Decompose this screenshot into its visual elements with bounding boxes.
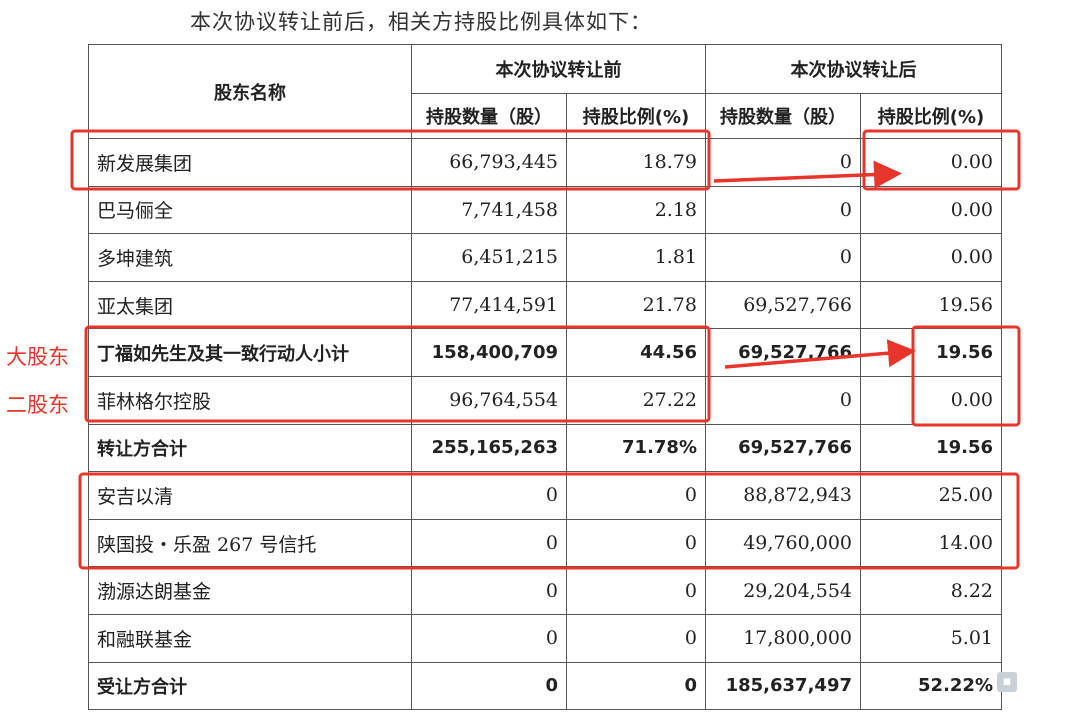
cell-after-shares: 17,800,000 — [705, 613, 861, 663]
table-row: 渤源达朗基金 0 0 29,204,554 8.22 — [88, 566, 1002, 615]
cell-after-ratio: 0.00 — [860, 185, 1002, 235]
cell-after-shares: 0 — [705, 375, 861, 425]
header-after-transfer: 本次协议转让后 — [705, 44, 1002, 94]
cell-shareholder-name: 陕国投・乐盈 267 号信托 — [88, 518, 412, 568]
cell-shareholder-name: 和融联基金 — [88, 613, 412, 663]
cell-after-shares: 69,527,766 — [705, 280, 861, 330]
cell-before-ratio: 27.22 — [566, 375, 706, 425]
cell-after-ratio: 19.56 — [860, 280, 1002, 330]
cell-after-shares: 49,760,000 — [705, 518, 861, 568]
cell-before-shares: 0 — [411, 471, 567, 520]
cell-after-shares: 29,204,554 — [705, 566, 861, 615]
cell-before-shares: 0 — [411, 566, 567, 615]
cell-after-shares: 88,872,943 — [705, 471, 861, 520]
cell-after-shares: 0 — [705, 233, 861, 282]
cell-before-ratio: 0 — [566, 613, 706, 663]
cell-before-shares: 96,764,554 — [411, 375, 567, 425]
cell-before-ratio: 0 — [566, 471, 706, 520]
table-row: 菲林格尔控股 96,764,554 27.22 0 0.00 — [88, 375, 1002, 425]
cell-before-shares: 6,451,215 — [411, 233, 567, 282]
cell-shareholder-name: 亚太集团 — [88, 280, 412, 330]
cell-after-shares: 69,527,766 — [705, 423, 861, 473]
cell-before-ratio: 2.18 — [566, 185, 706, 235]
cell-before-shares: 255,165,263 — [411, 423, 567, 473]
header-after-ratio: 持股比例(%) — [860, 93, 1002, 139]
cell-before-shares: 77,414,591 — [411, 280, 567, 330]
label-major-shareholder: 大股东 — [6, 345, 69, 369]
header-before-ratio: 持股比例(%) — [566, 93, 706, 139]
cell-before-ratio: 0 — [566, 661, 706, 711]
header-after-shares: 持股数量（股） — [705, 93, 861, 139]
cell-shareholder-name: 巴马俪全 — [88, 185, 412, 235]
cell-before-ratio: 71.78% — [566, 423, 706, 473]
header-shareholder-name: 股东名称 — [88, 44, 412, 139]
cell-after-ratio: 0.00 — [860, 375, 1002, 425]
label-second-shareholder: 二股东 — [6, 393, 69, 417]
cell-before-ratio: 21.78 — [566, 280, 706, 330]
cell-shareholder-name: 丁福如先生及其一致行动人小计 — [88, 328, 412, 377]
cell-after-shares: 0 — [705, 138, 861, 187]
cell-after-ratio: 0.00 — [860, 138, 1002, 187]
cell-after-shares: 69,527,766 — [705, 328, 861, 377]
cell-shareholder-name: 转让方合计 — [88, 423, 412, 473]
cell-after-ratio: 19.56 — [860, 423, 1002, 473]
cell-after-ratio: 8.22 — [860, 566, 1002, 615]
cell-before-shares: 66,793,445 — [411, 138, 567, 187]
cell-before-shares: 0 — [411, 613, 567, 663]
cell-before-shares: 7,741,458 — [411, 185, 567, 235]
cell-before-shares: 0 — [411, 518, 567, 568]
cell-shareholder-name: 安吉以清 — [88, 471, 412, 520]
cell-after-shares: 0 — [705, 185, 861, 235]
cell-after-ratio: 0.00 — [860, 233, 1002, 282]
cell-after-ratio: 52.22% — [860, 661, 1002, 711]
cell-after-ratio: 19.56 — [860, 328, 1002, 377]
table-row: 新发展集团 66,793,445 18.79 0 0.00 — [88, 138, 1002, 187]
cell-before-ratio: 44.56 — [566, 328, 706, 377]
cell-after-shares: 185,637,497 — [705, 661, 861, 711]
shareholding-table: 股东名称 本次协议转让前 本次协议转让后 持股数量（股） 持股比例(%) 持股数… — [88, 44, 1002, 711]
table-row: 多坤建筑 6,451,215 1.81 0 0.00 — [88, 233, 1002, 282]
cell-before-ratio: 0 — [566, 566, 706, 615]
cell-shareholder-name: 受让方合计 — [88, 661, 412, 711]
cell-before-ratio: 18.79 — [566, 138, 706, 187]
header-before-transfer: 本次协议转让前 — [411, 44, 706, 94]
watermark-logo-icon: ▪ — [997, 672, 1017, 692]
table-row: 丁福如先生及其一致行动人小计 158,400,709 44.56 69,527,766… — [88, 328, 1002, 377]
cell-shareholder-name: 多坤建筑 — [88, 233, 412, 282]
table-row: 转让方合计 255,165,263 71.78% 69,527,766 19.56 — [88, 423, 1002, 473]
cell-before-shares: 0 — [411, 661, 567, 711]
cell-after-ratio: 5.01 — [860, 613, 1002, 663]
table-row: 亚太集团 77,414,591 21.78 69,527,766 19.56 — [88, 280, 1002, 330]
cell-after-ratio: 25.00 — [860, 471, 1002, 520]
cell-before-shares: 158,400,709 — [411, 328, 567, 377]
header-before-shares: 持股数量（股） — [411, 93, 567, 139]
cell-before-ratio: 1.81 — [566, 233, 706, 282]
table-row: 巴马俪全 7,741,458 2.18 0 0.00 — [88, 185, 1002, 235]
table-row: 陕国投・乐盈 267 号信托 0 0 49,760,000 14.00 — [88, 518, 1002, 568]
table-body: 新发展集团 66,793,445 18.79 0 0.00 巴马俪全 7,741,458 2.… — [88, 138, 1002, 711]
table-row: 安吉以清 0 0 88,872,943 25.00 — [88, 471, 1002, 520]
cell-shareholder-name: 菲林格尔控股 — [88, 375, 412, 425]
cell-shareholder-name: 渤源达朗基金 — [88, 566, 412, 615]
cell-after-ratio: 14.00 — [860, 518, 1002, 568]
cell-shareholder-name: 新发展集团 — [88, 138, 412, 187]
table-row: 受让方合计 0 0 185,637,497 52.22% — [88, 661, 1002, 711]
cell-before-ratio: 0 — [566, 518, 706, 568]
intro-text: 本次协议转让前后，相关方持股比例具体如下： — [190, 10, 652, 34]
table-row: 和融联基金 0 0 17,800,000 5.01 — [88, 613, 1002, 663]
